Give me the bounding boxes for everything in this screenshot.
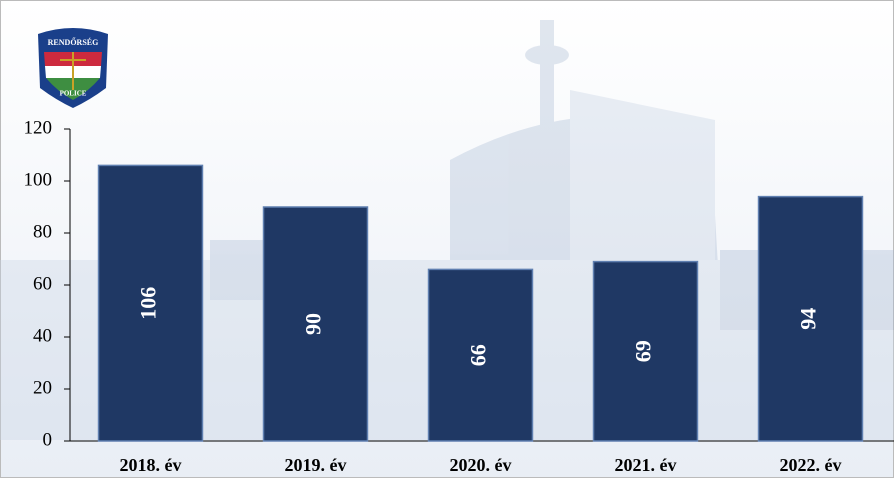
page: RENDŐRSÉG POLICE 0 20 40 60 80 100 120 2018. év… xyxy=(0,0,894,478)
x-tick-label: 2021. év xyxy=(615,455,677,475)
x-tick-label: 2022. év xyxy=(780,455,842,475)
chart: RENDŐRSÉG POLICE 0 20 40 60 80 100 120 2018. év… xyxy=(0,0,894,478)
y-tick-label: 100 xyxy=(24,169,53,190)
logo-bottom-text: POLICE xyxy=(60,90,87,98)
logo-top-text: RENDŐRSÉG xyxy=(48,37,99,47)
y-tick-label: 120 xyxy=(24,117,53,138)
y-tick-label: 0 xyxy=(43,429,53,450)
y-tick-label: 60 xyxy=(33,273,52,294)
y-tick-label: 20 xyxy=(33,377,52,398)
x-tick-label: 2018. év xyxy=(120,455,182,475)
value-label: 66 xyxy=(466,344,491,366)
value-label: 94 xyxy=(796,308,821,330)
value-label: 69 xyxy=(631,340,656,362)
value-label: 106 xyxy=(136,287,161,320)
x-tick-label: 2020. év xyxy=(450,455,512,475)
y-tick-label: 80 xyxy=(33,221,52,242)
value-label: 90 xyxy=(301,313,326,335)
y-tick-label: 40 xyxy=(33,325,52,346)
x-tick-label: 2019. év xyxy=(285,455,347,475)
